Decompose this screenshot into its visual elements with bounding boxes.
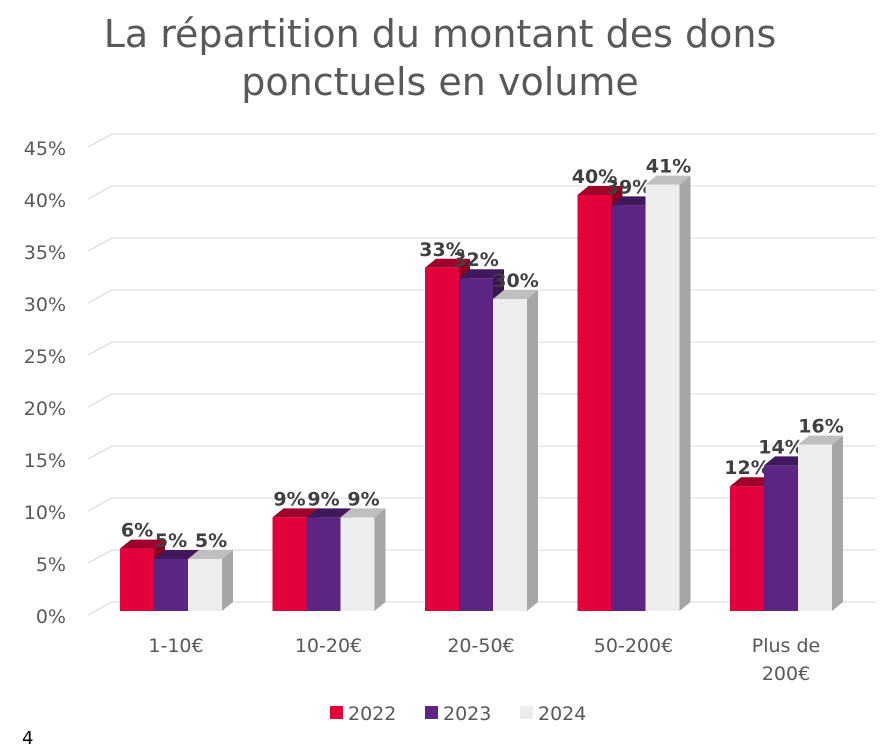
chart-title: La répartition du montant des dons ponctu… <box>103 12 777 104</box>
bar-top <box>645 175 691 185</box>
bar-top <box>764 456 809 466</box>
bar-side <box>832 435 843 611</box>
bar-2023 <box>459 278 493 611</box>
y-tick-label: 20% <box>24 398 66 420</box>
bar-2023 <box>306 517 341 611</box>
data-label: 41% <box>646 156 691 178</box>
bar-side <box>527 290 538 611</box>
bar-2022 <box>272 517 307 611</box>
data-label: 12% <box>724 457 769 479</box>
bar-2023 <box>611 205 646 611</box>
y-tick-label: 5% <box>36 554 66 576</box>
data-label: 39% <box>606 176 651 198</box>
legend-label: 2023 <box>443 703 491 725</box>
y-tick-label: 35% <box>24 242 66 264</box>
bar-top <box>306 508 352 518</box>
bar-2024 <box>188 559 222 611</box>
bar-top <box>272 508 318 518</box>
y-tick-label: 30% <box>24 294 66 316</box>
bar-2022 <box>120 548 154 611</box>
bar-2023 <box>154 559 188 611</box>
x-category-label: 1-10€ <box>148 635 203 657</box>
bar-2023 <box>764 465 798 611</box>
data-label: 6% <box>121 520 153 542</box>
bar-top <box>798 435 843 445</box>
legend-label: 2024 <box>538 703 586 725</box>
legend-swatch-2022 <box>330 706 343 719</box>
data-label: 9% <box>347 488 379 510</box>
gridline-depth <box>87 393 113 408</box>
bar-2024 <box>493 299 527 611</box>
gridline-depth <box>87 601 113 616</box>
bar-top <box>577 186 623 195</box>
gridline-depth <box>87 133 113 148</box>
bar-side <box>374 508 386 611</box>
gridline-depth <box>87 341 113 356</box>
legend-label: 2022 <box>348 703 396 725</box>
x-category-label: Plus de <box>752 635 820 657</box>
data-label: 5% <box>155 530 187 552</box>
gridline-depth <box>87 445 113 460</box>
gridline-depth <box>87 549 113 564</box>
data-label: 9% <box>273 488 305 510</box>
data-label: 9% <box>307 488 339 510</box>
gridline-depth <box>87 185 113 200</box>
bar-2022 <box>577 195 612 611</box>
bar-top <box>120 539 165 549</box>
bar-top <box>493 290 538 299</box>
page-number: 4 <box>22 728 34 749</box>
bar-2024 <box>340 517 375 611</box>
gridline-depth <box>87 289 113 304</box>
bar-top <box>611 196 657 206</box>
bar-2024 <box>645 184 680 611</box>
legend-swatch-2024 <box>520 706 533 719</box>
x-category-label: 50-200€ <box>594 635 673 657</box>
y-tick-label: 15% <box>24 450 66 472</box>
bar-top <box>340 508 386 518</box>
y-tick-label: 25% <box>24 346 66 368</box>
bar-2022 <box>730 486 764 611</box>
bar-top <box>154 550 199 559</box>
bar-side <box>222 550 233 611</box>
data-label: 5% <box>195 530 227 552</box>
bar-2022 <box>425 267 459 611</box>
bar-2024 <box>798 444 832 611</box>
bar-top <box>459 269 504 279</box>
legend-swatch-2023 <box>425 706 438 719</box>
data-label: 40% <box>572 166 617 188</box>
x-category-label: 10-20€ <box>295 635 362 657</box>
data-label: 33% <box>419 239 464 261</box>
data-label: 14% <box>758 436 803 458</box>
data-label: 16% <box>798 416 843 438</box>
y-tick-label: 0% <box>36 606 66 628</box>
x-category-label: 200€ <box>762 663 810 685</box>
gridline-depth <box>87 497 113 512</box>
y-tick-label: 10% <box>24 502 66 524</box>
y-tick-label: 40% <box>24 190 66 212</box>
data-label: 32% <box>453 249 498 271</box>
bar-side <box>679 175 691 611</box>
x-category-label: 20-50€ <box>447 635 514 657</box>
bar-top <box>730 477 775 487</box>
bar-top <box>425 258 470 268</box>
data-label: 30% <box>493 270 538 292</box>
y-tick-label: 45% <box>24 138 66 160</box>
bar-top <box>188 550 233 559</box>
gridline-depth <box>87 237 113 252</box>
